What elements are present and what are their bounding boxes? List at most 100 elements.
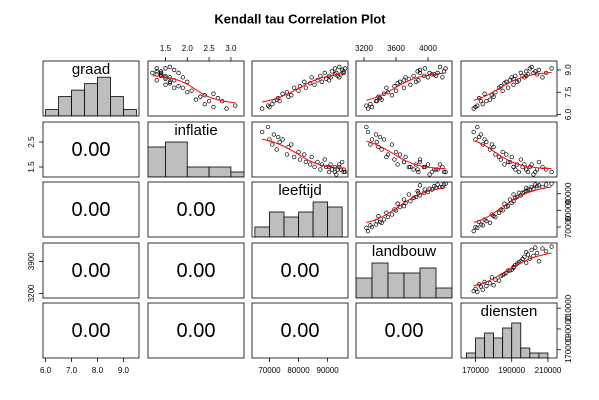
scatter-point <box>322 70 327 76</box>
scatter-point <box>549 244 554 249</box>
scatter-point <box>518 157 523 162</box>
panel-frame <box>355 60 453 117</box>
scatter-point <box>500 149 505 155</box>
scatter-point <box>417 159 423 165</box>
scatter-point <box>491 283 496 288</box>
scatter-point <box>487 281 493 286</box>
scatter-point <box>524 69 529 74</box>
scatter-point <box>260 106 265 111</box>
scatter-point <box>381 91 387 96</box>
scatter-point <box>158 69 164 74</box>
x-tick-label: 3600 <box>387 44 405 53</box>
panel-frame <box>251 121 349 178</box>
scatter-point <box>443 182 448 186</box>
scatter-point <box>432 184 437 189</box>
scatter-point <box>475 124 480 130</box>
scatter-point <box>415 167 420 172</box>
scatter-point <box>397 152 403 157</box>
scatter-point <box>524 260 529 265</box>
correlation-label: 0.00 <box>72 199 111 221</box>
scatter-point <box>233 103 238 108</box>
scatter-point <box>443 66 448 71</box>
panel-frame <box>251 60 349 117</box>
scatter-point <box>277 139 282 145</box>
panel-frame <box>460 242 558 299</box>
panel-frame <box>460 60 558 117</box>
scatter-point <box>482 91 487 96</box>
y-tick-label: 70000 <box>564 215 573 238</box>
panel <box>260 64 348 111</box>
scatter-point <box>332 66 338 71</box>
scatter-point <box>518 70 523 76</box>
scatter-point <box>376 214 381 219</box>
scatter-point <box>193 97 199 102</box>
scatter-point <box>340 159 345 165</box>
scatter-point <box>337 75 342 80</box>
panel-frame <box>251 302 349 359</box>
smooth-line <box>152 75 236 104</box>
panel <box>356 262 452 298</box>
x-tick-label: 3.0 <box>225 44 237 53</box>
scatter-point <box>280 137 285 142</box>
smooth-line <box>473 72 552 101</box>
scatter-point <box>322 157 327 162</box>
scatter-point <box>303 159 308 165</box>
scatter-point <box>329 167 335 172</box>
scatter-point <box>302 152 307 157</box>
scatter-point <box>403 154 408 160</box>
histogram-bar <box>312 201 329 237</box>
scatter-point <box>154 69 159 74</box>
scatter-point <box>549 66 554 71</box>
scatter-point <box>368 101 373 107</box>
scatter-point <box>484 139 489 145</box>
scatter-point <box>167 81 172 86</box>
x-tick-label: 210000 <box>535 366 562 375</box>
histogram-bar <box>269 211 285 237</box>
panel-frame <box>42 60 140 117</box>
scatter-point <box>211 91 216 96</box>
scatter-point <box>416 78 421 83</box>
scatter-point <box>180 85 186 90</box>
scatter-point <box>484 98 489 104</box>
scatter-point <box>422 66 427 71</box>
scatter-point <box>150 70 155 76</box>
y-tick-label: 190000 <box>564 315 573 342</box>
scatter-point <box>276 134 281 140</box>
scatter-point <box>480 287 485 292</box>
scatter-point <box>516 169 522 175</box>
histogram-bar <box>298 211 314 237</box>
panel-frame <box>147 181 245 238</box>
panel <box>471 182 554 234</box>
scatter-point <box>385 214 391 220</box>
scatter-point <box>524 250 529 255</box>
scatter-point <box>309 75 314 80</box>
panel-frame <box>355 121 453 178</box>
scatter-point <box>437 162 443 167</box>
scatter-point <box>377 134 383 140</box>
scatter-point <box>172 67 177 73</box>
y-tick-label: 1.5 <box>27 161 36 173</box>
scatter-point <box>389 142 395 147</box>
panel <box>260 124 348 177</box>
scatter-point <box>270 101 275 107</box>
x-tick-label: 9.0 <box>118 366 130 375</box>
scatter-point <box>395 81 400 86</box>
smooth-line <box>473 252 552 287</box>
scatter-point <box>337 164 342 170</box>
scatter-point <box>543 167 549 172</box>
scatter-point <box>189 88 194 93</box>
scatter-point <box>167 64 172 70</box>
x-tick-label: 7.0 <box>66 366 78 375</box>
scatter-point <box>198 94 203 99</box>
panel-frame <box>42 121 140 178</box>
scatter-point <box>543 182 549 187</box>
chart-title: Kendall tau Correlation Plot <box>214 11 386 26</box>
histogram-bar <box>123 109 137 116</box>
scatter-point <box>513 73 518 79</box>
scatter-point <box>167 79 172 84</box>
scatter-point <box>505 204 511 209</box>
scatter-point <box>425 75 431 80</box>
scatter-point <box>202 93 207 98</box>
histogram-bar <box>511 322 522 358</box>
variable-label: landbouw <box>372 243 436 260</box>
